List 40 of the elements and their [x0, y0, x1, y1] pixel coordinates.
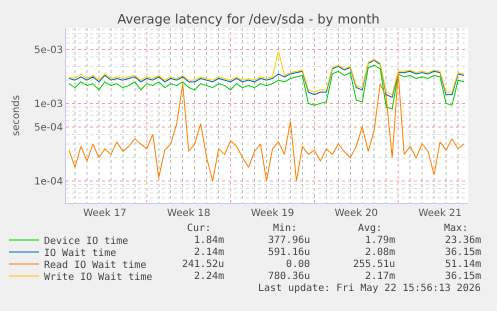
x-tick-label: Week 20 — [334, 208, 378, 219]
line-series — [68, 64, 465, 110]
text: Min: — [273, 223, 298, 234]
text: 2.14m — [194, 247, 224, 258]
text: 1.84m — [194, 235, 224, 246]
legend-label: Device IO time — [44, 236, 128, 247]
text: 0.00 — [286, 259, 310, 270]
y-tick-label: 5e-03 — [34, 44, 63, 56]
text: 2.17m — [365, 271, 396, 282]
x-tick-label: Week 18 — [167, 208, 210, 219]
text: 36.15m — [445, 247, 482, 258]
text: 2.08m — [365, 247, 396, 258]
y-tick-label: 1e-03 — [34, 98, 63, 110]
x-tick-label: Week 19 — [250, 208, 294, 219]
legend-label: IO Wait time — [44, 248, 116, 259]
text: 780.36u — [268, 271, 310, 282]
y-axis-title: seconds — [11, 95, 22, 136]
legend-label: Write IO Wait time — [44, 272, 152, 283]
text: Avg: — [358, 223, 382, 234]
legend-label: Read IO Wait time — [44, 260, 146, 271]
text: 591.16u — [268, 247, 310, 258]
y-tick-label: 5e-04 — [34, 122, 63, 134]
text: 255.51u — [353, 259, 396, 270]
chart-title: Average latency for /dev/sda - by month — [117, 12, 380, 28]
text: Last update: Fri May 22 15:56:13 2026 — [258, 283, 481, 294]
text: 51.14m — [445, 259, 482, 270]
text: 2.24m — [194, 271, 224, 282]
line-series — [68, 72, 465, 182]
x-tick-label: Week 21 — [418, 208, 462, 219]
line-series — [68, 60, 465, 98]
text: 36.15m — [445, 271, 482, 282]
text: 1.79m — [365, 235, 396, 246]
text: 241.52u — [182, 259, 224, 270]
y-tick-label: 1e-04 — [34, 176, 63, 188]
text: 23.36m — [445, 235, 482, 246]
text: Cur: — [187, 223, 212, 234]
text: 377.96u — [268, 235, 310, 246]
x-tick-label: Week 17 — [83, 208, 127, 219]
text: Max: — [444, 223, 468, 234]
line-series — [68, 50, 465, 96]
